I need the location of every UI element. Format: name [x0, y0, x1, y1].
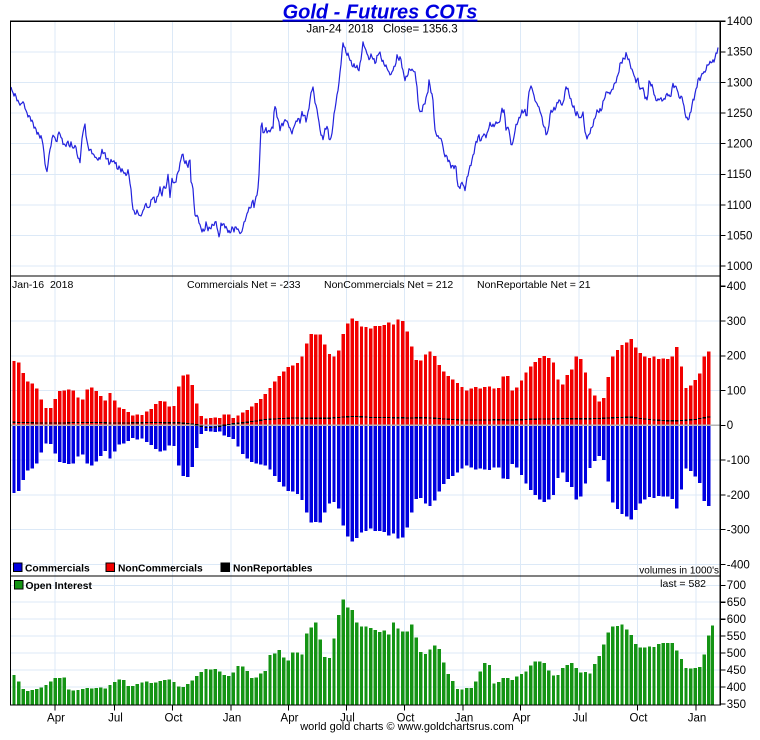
- svg-text:Jan: Jan: [688, 713, 707, 725]
- svg-text:1200: 1200: [727, 139, 753, 151]
- svg-text:Oct: Oct: [165, 713, 184, 725]
- svg-text:-100: -100: [727, 455, 750, 467]
- svg-text:NonCommercials: NonCommercials: [118, 564, 203, 575]
- svg-text:Jan: Jan: [455, 713, 474, 725]
- svg-text:last = 582: last = 582: [660, 578, 706, 590]
- svg-text:1050: 1050: [727, 230, 753, 242]
- svg-text:500: 500: [727, 648, 746, 660]
- svg-text:700: 700: [727, 580, 746, 592]
- svg-text:Oct: Oct: [630, 713, 649, 725]
- svg-text:NonReportables: NonReportables: [233, 564, 313, 575]
- svg-text:Gold - Futures COTs: Gold - Futures COTs: [283, 2, 478, 24]
- svg-text:-400: -400: [727, 559, 750, 571]
- svg-text:Jan-16 2018: Jan-16 2018: [12, 279, 73, 291]
- svg-text:Commercials: Commercials: [25, 564, 90, 575]
- svg-text:1000: 1000: [727, 261, 753, 273]
- svg-text:Jul: Jul: [108, 713, 123, 725]
- svg-text:350: 350: [727, 699, 746, 711]
- svg-text:550: 550: [727, 631, 746, 643]
- svg-text:1100: 1100: [727, 200, 752, 212]
- svg-text:NonReportable Net = 21: NonReportable Net = 21: [477, 279, 591, 291]
- svg-text:Commercials Net = -233: Commercials Net = -233: [187, 279, 301, 291]
- svg-text:-300: -300: [727, 525, 750, 537]
- svg-text:600: 600: [727, 614, 746, 626]
- svg-text:400: 400: [727, 281, 746, 293]
- svg-text:Apr: Apr: [281, 713, 299, 725]
- svg-text:100: 100: [727, 385, 746, 397]
- svg-text:volumes in 1000's: volumes in 1000's: [639, 566, 719, 577]
- svg-text:1400: 1400: [727, 16, 753, 28]
- svg-text:450: 450: [727, 665, 746, 677]
- svg-text:Oct: Oct: [397, 713, 416, 725]
- svg-text:0: 0: [727, 420, 733, 432]
- svg-text:Apr: Apr: [47, 713, 65, 725]
- svg-text:400: 400: [727, 682, 746, 694]
- svg-text:200: 200: [727, 351, 746, 363]
- svg-text:Jan: Jan: [223, 713, 242, 725]
- svg-text:300: 300: [727, 316, 746, 328]
- svg-text:1250: 1250: [727, 108, 753, 120]
- svg-text:1350: 1350: [727, 47, 753, 59]
- svg-text:world gold charts © www.goldch: world gold charts © www.goldchartsrus.co…: [299, 721, 514, 733]
- svg-text:-200: -200: [727, 490, 750, 502]
- svg-text:Jul: Jul: [573, 713, 588, 725]
- svg-text:Open Interest: Open Interest: [26, 581, 93, 592]
- svg-text:Jan-24 2018 Close= 1356.3: Jan-24 2018 Close= 1356.3: [306, 23, 457, 35]
- svg-text:NonCommercials Net = 212: NonCommercials Net = 212: [324, 279, 453, 291]
- svg-text:1150: 1150: [727, 169, 752, 181]
- svg-text:1300: 1300: [727, 77, 753, 89]
- svg-text:Apr: Apr: [513, 713, 531, 725]
- svg-text:650: 650: [727, 597, 746, 609]
- svg-text:Jul: Jul: [340, 713, 355, 725]
